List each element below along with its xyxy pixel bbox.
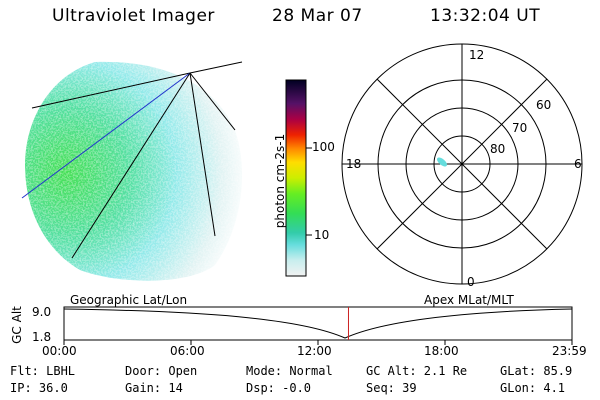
status-gain: Gain: 14 (125, 381, 183, 395)
image-date: 28 Mar 07 (272, 6, 363, 26)
lon-line (71, 72, 191, 259)
orbit-left-title: Geographic Lat/Lon (70, 293, 188, 307)
orbit-x-tick: 00:00 (42, 344, 77, 358)
mlat-label-70: 70 (512, 121, 528, 135)
mlt-label-12: 12 (469, 48, 485, 62)
status-ip: IP: 36.0 (10, 381, 68, 395)
orbit-y-tick-top: 9.0 (32, 305, 52, 319)
orbit-right-title: Apex MLat/MLT (424, 293, 514, 307)
orbit-x-tick: 18:00 (424, 344, 459, 358)
orbit-x-tick: 12:00 (297, 344, 332, 358)
lon-line (31, 72, 191, 109)
mlt-label-6: 6 (574, 157, 582, 171)
status-filter: Flt: LBHL (10, 364, 76, 378)
status-gc-alt: GC Alt: 2.1 Re (366, 364, 468, 378)
lon-line (189, 72, 216, 237)
mlt-label-18: 18 (346, 157, 362, 171)
lon-line (21, 72, 191, 199)
status-glat: GLat: 85.9 (500, 364, 573, 378)
orbit-y-tick-bottom: 1.8 (32, 330, 52, 344)
lon-line (189, 72, 236, 131)
image-time: 13:32:04 UT (430, 6, 541, 26)
status-glon: GLon: 4.1 (500, 381, 566, 395)
auroral-spot (437, 157, 447, 167)
orbit-x-tick: 23:59 (552, 344, 587, 358)
colorbar-tick-10: 10 (314, 228, 330, 242)
lon-line (189, 61, 243, 74)
status-mode: Mode: Normal (246, 364, 333, 378)
mlat-label-80: 80 (490, 142, 506, 156)
orbit-x-tick: 06:00 (170, 344, 205, 358)
mlat-label-60: 60 (536, 98, 552, 112)
colorbar-tick-100: 100 (312, 140, 335, 154)
mlt-label-0: 0 (467, 275, 475, 289)
status-seq: Seq: 39 (366, 381, 417, 395)
status-dsp: Dsp: -0.0 (246, 381, 312, 395)
status-door: Door: Open (125, 364, 198, 378)
instrument-title: Ultraviolet Imager (52, 6, 215, 26)
